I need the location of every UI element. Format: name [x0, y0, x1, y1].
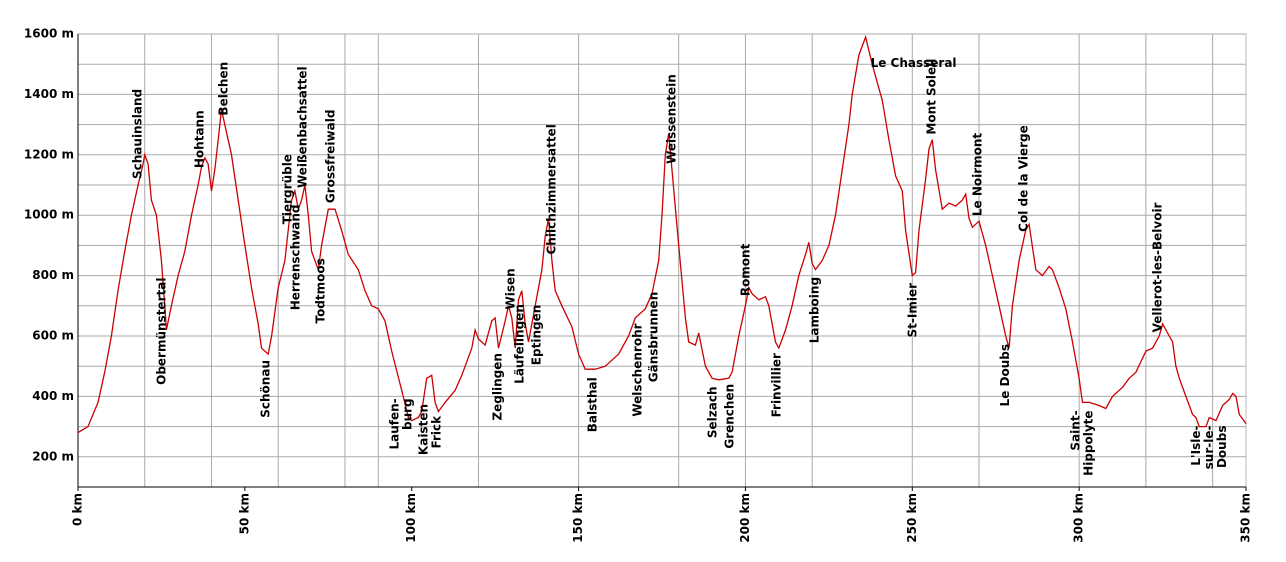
annotation: Welschenrohr	[630, 323, 644, 416]
annotation: Le Noirmont	[971, 133, 985, 217]
annotation: Schauinsland	[131, 89, 145, 179]
annotation: Hohtann	[193, 110, 207, 168]
annotation: Le Chasseral	[871, 56, 957, 70]
x-tick-label: 100 km	[404, 493, 418, 543]
annotation: burg	[401, 398, 415, 430]
annotation: Kaisten	[417, 404, 431, 455]
y-tick-label: 600 m	[32, 329, 74, 343]
annotation: Belchen	[217, 62, 231, 116]
x-tick-label: 0 km	[71, 493, 85, 526]
y-tick-label: 200 m	[32, 449, 74, 463]
annotation: Weißenbachsattel	[295, 66, 309, 188]
annotation: Eptingen	[529, 305, 543, 365]
annotation: Grossfreiwald	[323, 110, 337, 204]
annotation: Frinvillier	[770, 353, 784, 417]
x-tick-label: 50 km	[237, 493, 251, 534]
annotation: Vellerot-les-Belvoir	[1150, 202, 1164, 332]
annotation: Weissenstein	[665, 74, 679, 164]
annotation: Tiergrüble	[281, 154, 295, 224]
annotation: Frick	[430, 415, 444, 449]
annotation: Herrenschwand	[288, 204, 302, 310]
annotation: Obermünstertal	[155, 278, 169, 385]
annotation: Grenchen	[723, 384, 737, 449]
annotation: Zeglingen	[491, 353, 505, 420]
annotation: Doubs	[1215, 426, 1229, 468]
annotation: L'Isle-	[1189, 426, 1203, 466]
y-tick-label: 1600 m	[24, 27, 74, 41]
annotation: Selzach	[706, 387, 720, 439]
annotation: sur-le-	[1202, 426, 1216, 470]
y-tick-label: 800 m	[32, 268, 74, 282]
annotation: Romont	[739, 243, 753, 296]
y-tick-label: 1000 m	[24, 208, 74, 222]
annotation: Hippolyte	[1081, 410, 1095, 475]
annotation: St-Imier	[905, 283, 919, 338]
annotation: Todtmoos	[313, 258, 327, 323]
annotation: Laufen-	[388, 398, 402, 449]
y-tick-label: 1200 m	[24, 147, 74, 161]
annotation: Col de la Vierge	[1017, 125, 1031, 232]
annotation: Le Doubs	[998, 344, 1012, 406]
annotation: Schönau	[258, 360, 272, 418]
annotation: Balsthal	[585, 377, 599, 432]
x-tick-label: 300 km	[1072, 493, 1086, 543]
annotation: Läufelingen	[512, 304, 526, 384]
annotation: Lamboing	[808, 277, 822, 343]
x-tick-label: 150 km	[571, 493, 585, 543]
y-tick-label: 1400 m	[24, 87, 74, 101]
plot-area	[77, 33, 1247, 488]
annotation: Gänsbrunnen	[646, 292, 660, 382]
annotation: Chilchzimmersattel	[544, 124, 558, 254]
annotation: Wisen	[504, 268, 518, 309]
annotation: Mont Soleil	[924, 59, 938, 135]
elevation-line	[77, 34, 1247, 434]
annotation: Saint-	[1068, 410, 1082, 450]
y-tick-label: 400 m	[32, 389, 74, 403]
x-tick-label: 350 km	[1239, 493, 1253, 543]
x-tick-label: 200 km	[738, 493, 752, 543]
x-tick-label: 250 km	[905, 493, 919, 543]
